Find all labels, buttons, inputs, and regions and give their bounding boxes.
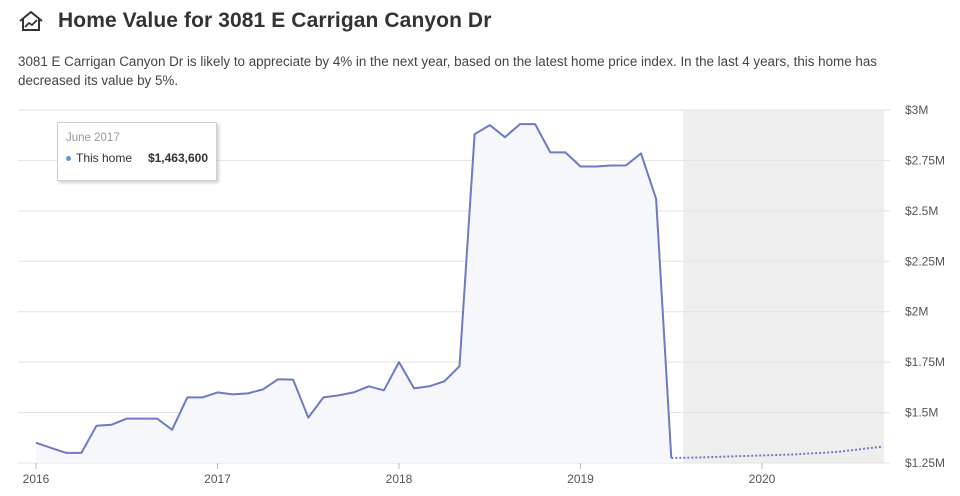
x-tick-label: 2017	[204, 472, 231, 486]
tooltip-series-label: This home	[76, 151, 133, 165]
y-tick-label: $2.75M	[905, 153, 945, 167]
header: Home Value for 3081 E Carrigan Canyon Dr	[18, 6, 491, 36]
home-trend-icon	[19, 11, 43, 31]
y-tick-label: $2M	[905, 305, 928, 319]
x-tick-label: 2019	[567, 472, 594, 486]
x-tick-label: 2018	[386, 472, 413, 486]
page-description: 3081 E Carrigan Canyon Dr is likely to a…	[18, 54, 877, 88]
history-area	[36, 124, 672, 463]
y-tick-label: $2.25M	[905, 254, 945, 268]
page-title: Home Value for 3081 E Carrigan Canyon Dr	[58, 9, 492, 32]
tooltip-value: $1,463,600	[147, 151, 208, 165]
x-tick-label: 2020	[749, 472, 776, 486]
y-tick-label: $1.75M	[905, 355, 945, 369]
y-tick-label: $3M	[905, 103, 928, 117]
y-tick-label: $1.5M	[905, 406, 938, 420]
tooltip-date: June 2017	[66, 132, 120, 144]
series-dot-icon	[66, 155, 71, 161]
forecast-region	[683, 110, 884, 463]
history-line[interactable]	[35, 123, 673, 459]
tooltip-row: This home $1,463,600	[66, 151, 208, 165]
chart-tooltip: June 2017 This home $1,463,600	[57, 122, 217, 181]
y-tick-label: $2.5M	[905, 204, 938, 218]
forecast-line[interactable]	[671, 445, 884, 459]
y-tick-label: $1.25M	[905, 456, 945, 470]
x-tick-label: 2016	[23, 472, 50, 486]
